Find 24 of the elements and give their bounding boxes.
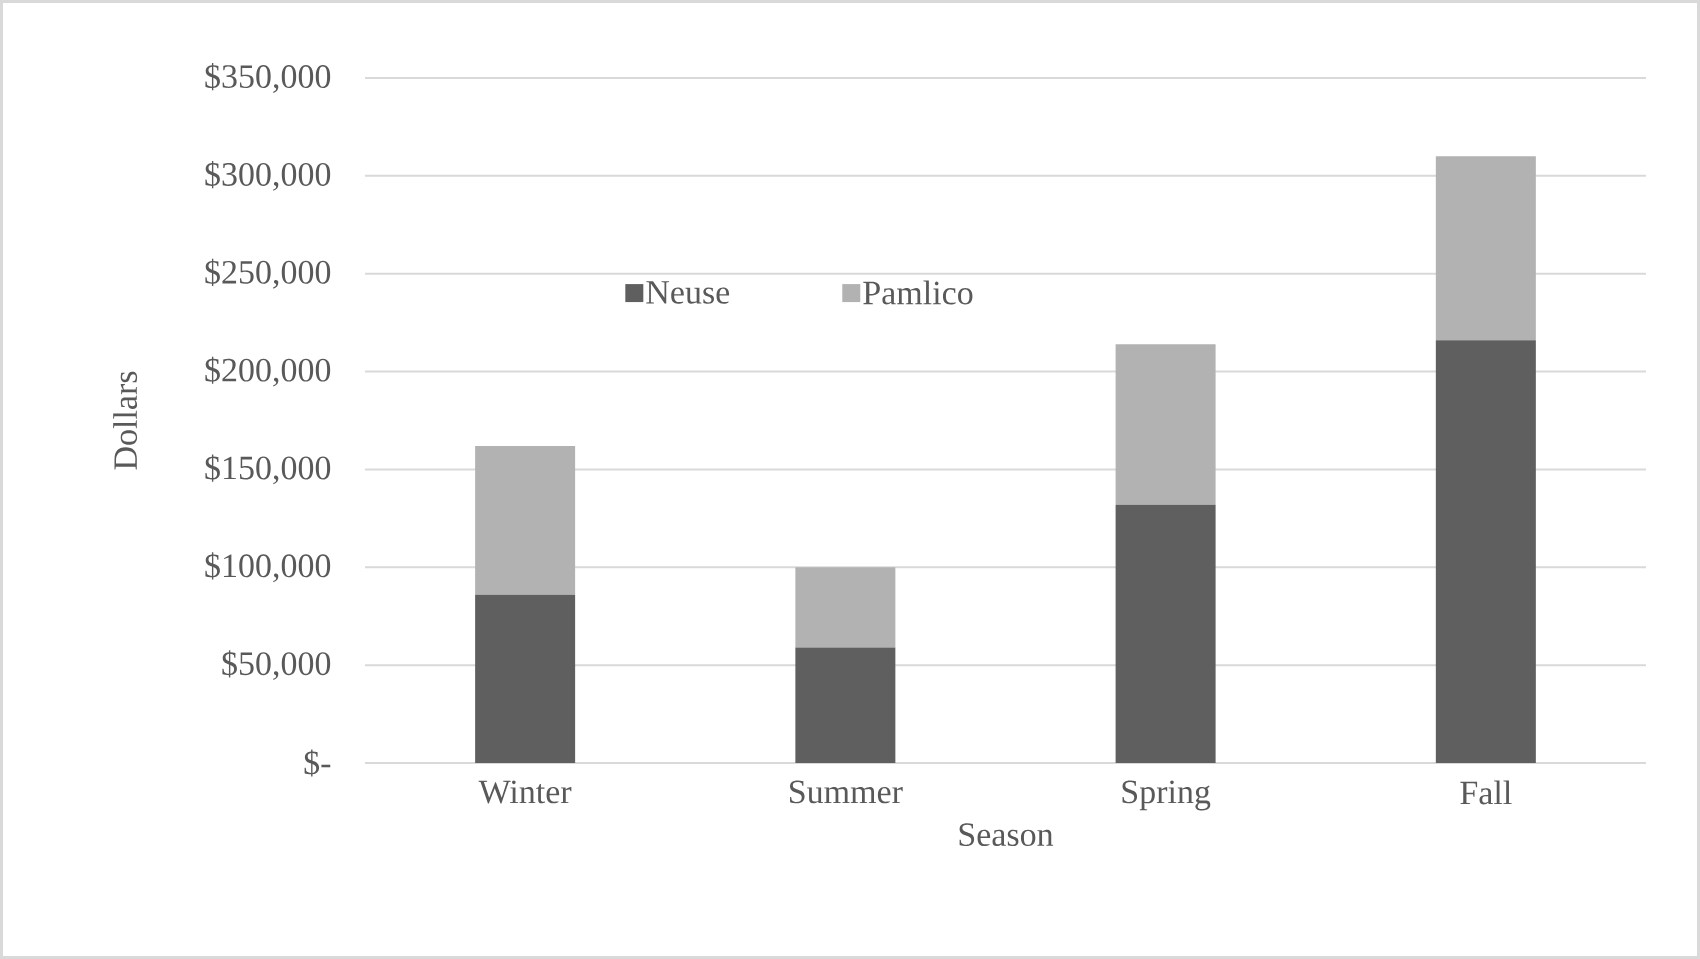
bar <box>475 445 576 595</box>
legend-label: Neuse <box>646 281 730 304</box>
bar <box>795 647 896 763</box>
legend-label: Pamlico <box>863 280 973 305</box>
x-tick-label: Fall <box>1460 780 1512 805</box>
y-axis-title: Dollars <box>113 371 138 470</box>
y-tick-label: $150,000 <box>205 454 331 485</box>
x-tick-label: Spring <box>1122 780 1211 811</box>
bar <box>475 594 576 763</box>
bar <box>1115 504 1216 763</box>
x-axis-title: Season <box>959 823 1054 847</box>
bar <box>1435 340 1536 763</box>
bar <box>1435 156 1536 341</box>
y-tick-label: $300,000 <box>205 160 331 191</box>
x-tick-label: Summer <box>790 780 903 804</box>
y-tick-label: $- <box>304 749 331 777</box>
y-tick-label: $100,000 <box>205 552 331 583</box>
x-tick-label: Winter <box>478 780 572 804</box>
y-tick-label: $250,000 <box>205 258 331 289</box>
y-tick-label: $350,000 <box>205 63 331 93</box>
bar <box>795 567 896 648</box>
bar <box>1115 344 1216 505</box>
y-tick-label: $50,000 <box>222 650 331 681</box>
y-tick-label: $200,000 <box>205 356 331 387</box>
